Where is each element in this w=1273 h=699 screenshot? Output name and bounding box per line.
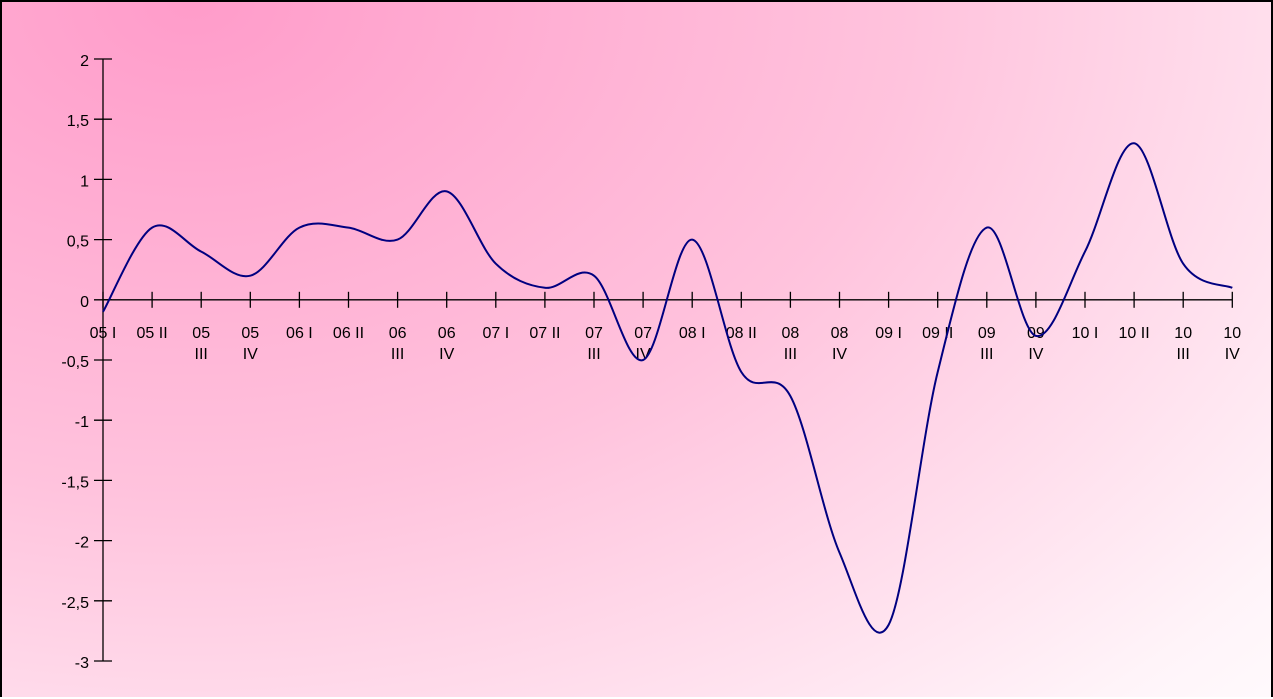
y-tick-label: -3 xyxy=(75,655,89,672)
x-tick-label: 09 III xyxy=(978,325,996,363)
x-tick-label: 10 II xyxy=(1119,325,1150,342)
y-tick-label: -0,5 xyxy=(61,354,89,371)
x-tick-label-line: 05 II xyxy=(137,325,168,342)
x-tick-label-line: 09 xyxy=(978,325,996,342)
x-tick-label-line: 08 I xyxy=(679,325,706,342)
x-tick-label: 05 IV xyxy=(241,325,259,363)
x-tick-label-line: 05 xyxy=(192,325,210,342)
x-tick-label: 08 I xyxy=(679,325,706,342)
x-tick-label-line: 08 xyxy=(831,325,849,342)
y-tick-label: 1,5 xyxy=(67,113,89,130)
x-tick-label-line: 09 I xyxy=(875,325,902,342)
x-tick-label: 07 I xyxy=(482,325,509,342)
series-group xyxy=(103,143,1232,632)
x-tick-label: 10 IV xyxy=(1223,325,1241,363)
x-tick-label: 10 I xyxy=(1072,325,1099,342)
x-tick-label-line: 10 xyxy=(1223,325,1241,342)
x-tick-label-line: 07 xyxy=(585,325,603,342)
x-tick-label: 10 III xyxy=(1174,325,1192,363)
x-tick-label-line: IV xyxy=(1028,346,1043,363)
x-tick-label-line: III xyxy=(1177,346,1190,363)
x-tick-label-line: 06 xyxy=(389,325,407,342)
y-tick-label: 1 xyxy=(80,173,89,190)
x-tick-label-line: 06 xyxy=(438,325,456,342)
x-tick-label: 06 III xyxy=(389,325,407,363)
x-tick-label-line: IV xyxy=(1225,346,1240,363)
y-axis: 2 1,5 1 0,5 0 -0,5 -1 -1,5 -2 -2,5 -3 xyxy=(61,53,112,672)
series-line xyxy=(103,143,1232,632)
x-tick-label-line: 07 I xyxy=(482,325,509,342)
x-tick-label-line: 09 xyxy=(1027,325,1045,342)
x-tick-label-line: IV xyxy=(832,346,847,363)
x-tick-label-line: 10 xyxy=(1174,325,1192,342)
y-tick-label: -1 xyxy=(75,414,89,431)
x-tick-label-line: 08 xyxy=(782,325,800,342)
x-tick-label-line: 05 I xyxy=(90,325,117,342)
x-tick-label: 06 II xyxy=(333,325,364,342)
x-tick-label: 05 II xyxy=(137,325,168,342)
x-tick-label-line: 06 II xyxy=(333,325,364,342)
y-tick-label: 2 xyxy=(80,53,89,70)
x-tick-label-line: 07 xyxy=(634,325,652,342)
y-tick-label: 0,5 xyxy=(67,234,89,251)
x-tick-label-line: 05 xyxy=(241,325,259,342)
x-tick-label-line: III xyxy=(587,346,600,363)
y-tick-label: -2,5 xyxy=(61,595,89,612)
y-tick-label: -1,5 xyxy=(61,474,89,491)
x-tick-label: 07 II xyxy=(529,325,560,342)
x-tick-label: 06 I xyxy=(286,325,313,342)
x-tick-label: 05 I xyxy=(90,325,117,342)
x-tick-label-line: 07 II xyxy=(529,325,560,342)
x-tick-label-line: III xyxy=(195,346,208,363)
x-tick-label-line: III xyxy=(784,346,797,363)
x-tick-label: 09 I xyxy=(875,325,902,342)
x-tick-label: 08 II xyxy=(726,325,757,342)
x-tick-label-line: IV xyxy=(243,346,258,363)
x-tick-label-line: 06 I xyxy=(286,325,313,342)
x-tick-label-line: 10 II xyxy=(1119,325,1150,342)
y-tick-label: 0 xyxy=(80,294,89,311)
x-tick-label: 08 IV xyxy=(831,325,849,363)
x-tick-label-line: 10 I xyxy=(1072,325,1099,342)
x-tick-label-line: 08 II xyxy=(726,325,757,342)
x-tick-label-line: III xyxy=(980,346,993,363)
x-tick-label: 06 IV xyxy=(438,325,456,363)
x-tick-label: 05 III xyxy=(192,325,210,363)
x-tick-label-line: IV xyxy=(439,346,454,363)
x-tick-label: 08 III xyxy=(782,325,800,363)
x-tick-label: 07 III xyxy=(585,325,603,363)
x-tick-label-line: III xyxy=(391,346,404,363)
y-tick-label: -2 xyxy=(75,535,89,552)
